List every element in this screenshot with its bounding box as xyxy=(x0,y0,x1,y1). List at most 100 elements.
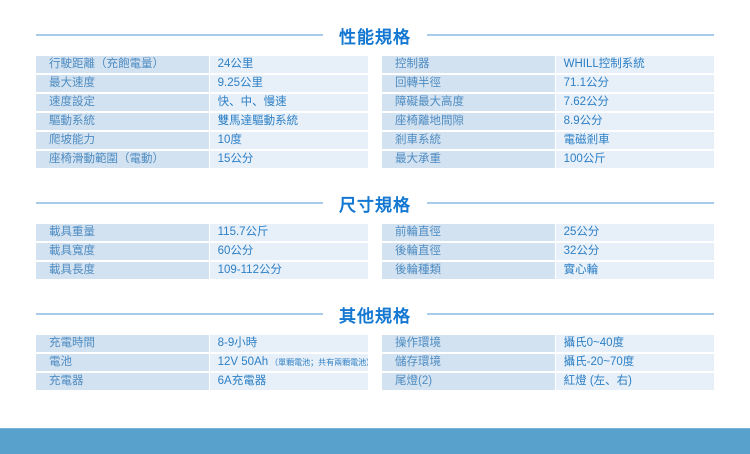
header-line-right xyxy=(427,313,714,315)
spec-label: 儲存環境 xyxy=(382,354,555,371)
spec-value: 25公分 xyxy=(555,224,714,241)
spec-value: 實心輪 xyxy=(555,262,714,279)
spec-value: 8.9公分 xyxy=(555,113,714,130)
sections: 性能規格行駛距離（充飽電量） 24公里最大速度 9.25公里 速度設定 快、中、慢速 驅動… xyxy=(36,24,714,392)
spec-row: 回轉半徑 71.1公分 xyxy=(382,75,714,92)
spec-row: 尾燈(2) 紅燈 (左、右) xyxy=(382,373,714,390)
spec-row: 最大承重 100公斤 xyxy=(382,151,714,168)
spec-value: 12V 50Ah （單顆電池；共有兩顆電池） xyxy=(209,354,368,371)
spec-label: 行駛距離（充飽電量） xyxy=(36,56,209,73)
spec-value-text: 紅燈 (左、右) xyxy=(563,375,632,387)
spec-label: 充電器 xyxy=(36,373,209,390)
spec-value: 雙馬達驅動系統 xyxy=(209,113,368,130)
spec-label: 後輪直徑 xyxy=(382,243,555,260)
spec-label: 驅動系統 xyxy=(36,113,209,130)
spec-value-text: 7.62公分 xyxy=(563,96,610,108)
spec-label: 電池 xyxy=(36,354,209,371)
spec-label: 操作環境 xyxy=(382,335,555,352)
spec-value-text: 12V 50Ah xyxy=(217,356,269,368)
spec-row: 儲存環境 攝氏-20~70度 xyxy=(382,354,714,371)
header-line-right xyxy=(427,202,714,204)
header-line-right xyxy=(427,34,714,36)
spec-row: 電池 12V 50Ah （單顆電池；共有兩顆電池） xyxy=(36,354,368,371)
spec-row: 控制器 WHILL控制系統 xyxy=(382,56,714,73)
spec-row: 充電時間 8-9小時 xyxy=(36,335,368,352)
section-other-table-right: 操作環境 攝氏0~40度 儲存環境 攝氏-20~70度 尾燈(2) 紅燈 (左、右) xyxy=(382,335,714,392)
section-other-table-left: 充電時間 8-9小時 電池 12V 50Ah （單顆電池；共有兩顆電池） 充電器 6A充電器 xyxy=(36,335,368,392)
spec-label: 爬坡能力 xyxy=(36,132,209,149)
spec-value: 10度 xyxy=(209,132,368,149)
spec-value: 24公里 xyxy=(209,56,368,73)
spec-label: 速度設定 xyxy=(36,94,209,111)
spec-value-text: 9.25公里 xyxy=(217,77,264,89)
spec-row: 爬坡能力 10度 xyxy=(36,132,368,149)
spec-value-text: 25公分 xyxy=(563,226,600,238)
section-dimensions: 尺寸規格 載具重量 115.7公斤 載具寬度 60公分 載具長度 109-112公分 前輪直徑… xyxy=(36,192,714,281)
section-performance: 性能規格行駛距離（充飽電量） 24公里最大速度 9.25公里 速度設定 快、中、慢速 驅動… xyxy=(36,24,714,170)
spec-value-text: 電磁剎車 xyxy=(563,134,610,146)
spec-value: 32公分 xyxy=(555,243,714,260)
footer-bar xyxy=(0,428,750,454)
spec-row: 後輪種類 實心輪 xyxy=(382,262,714,279)
spec-row: 障礙最大高度 7.62公分 xyxy=(382,94,714,111)
spec-row: 速度設定 快、中、慢速 xyxy=(36,94,368,111)
section-header-other: 其他規格 xyxy=(36,303,714,326)
spec-value: WHILL控制系統 xyxy=(555,56,714,73)
spec-value-text: 32公分 xyxy=(563,245,600,257)
section-dimensions-table-left: 載具重量 115.7公斤 載具寬度 60公分 載具長度 109-112公分 xyxy=(36,224,368,281)
spec-value-text: 快、中、慢速 xyxy=(217,96,287,108)
spec-label: 載具長度 xyxy=(36,262,209,279)
spec-row: 操作環境 攝氏0~40度 xyxy=(382,335,714,352)
section-performance-table-left: 行駛距離（充飽電量） 24公里最大速度 9.25公里 速度設定 快、中、慢速 驅動系統 雙馬… xyxy=(36,56,368,170)
spec-label: 載具重量 xyxy=(36,224,209,241)
spec-value: 60公分 xyxy=(209,243,368,260)
header-line-left xyxy=(36,34,323,36)
spec-value-text: 100公斤 xyxy=(563,153,606,165)
spec-label: 尾燈(2) xyxy=(382,373,555,390)
spec-value-text: 115.7公斤 xyxy=(217,226,269,238)
spec-label: 控制器 xyxy=(382,56,555,73)
spec-row: 最大速度 9.25公里 xyxy=(36,75,368,92)
spec-label: 充電時間 xyxy=(36,335,209,352)
spec-value-note: （單顆電池；共有兩顆電池） xyxy=(270,358,368,367)
spec-value: 7.62公分 xyxy=(555,94,714,111)
spec-row: 載具寬度 60公分 xyxy=(36,243,368,260)
spec-value-text: WHILL控制系統 xyxy=(563,58,645,70)
spec-value: 攝氏-20~70度 xyxy=(555,354,714,371)
section-title-other: 其他規格 xyxy=(339,306,411,326)
section-tables-dimensions: 載具重量 115.7公斤 載具寬度 60公分 載具長度 109-112公分 前輪直徑 25公分… xyxy=(36,224,714,281)
spec-value: 71.1公分 xyxy=(555,75,714,92)
spec-value-text: 雙馬達驅動系統 xyxy=(217,115,299,127)
spec-value-text: 8-9小時 xyxy=(217,337,258,349)
spec-label: 座椅離地間隙 xyxy=(382,113,555,130)
spec-value-text: 攝氏-20~70度 xyxy=(563,356,635,368)
header-line-left xyxy=(36,202,323,204)
header-line-left xyxy=(36,313,323,315)
spec-row: 座椅離地間隙 8.9公分 xyxy=(382,113,714,130)
spec-value: 15公分 xyxy=(209,151,368,168)
spec-row: 前輪直徑 25公分 xyxy=(382,224,714,241)
section-header-dimensions: 尺寸規格 xyxy=(36,192,714,215)
section-dimensions-table-right: 前輪直徑 25公分 後輪直徑 32公分後輪種類 實心輪 xyxy=(382,224,714,281)
spec-label: 前輪直徑 xyxy=(382,224,555,241)
spec-value-text: 15公分 xyxy=(217,153,254,165)
spec-row: 剎車系統 電磁剎車 xyxy=(382,132,714,149)
spec-row: 充電器 6A充電器 xyxy=(36,373,368,390)
section-performance-table-right: 控制器 WHILL控制系統 回轉半徑 71.1公分 障礙最大高度 7.62公分 座椅離地間隙… xyxy=(382,56,714,170)
spec-value-text: 8.9公分 xyxy=(563,115,603,127)
section-tables-other: 充電時間 8-9小時 電池 12V 50Ah （單顆電池；共有兩顆電池） 充電器 6A充電器… xyxy=(36,335,714,392)
spec-value-text: 60公分 xyxy=(217,245,254,257)
spec-value: 109-112公分 xyxy=(209,262,368,279)
spec-value: 電磁剎車 xyxy=(555,132,714,149)
spec-value-text: 攝氏0~40度 xyxy=(563,337,625,349)
spec-value: 紅燈 (左、右) xyxy=(555,373,714,390)
spec-value-text: 10度 xyxy=(217,134,242,146)
spec-row: 後輪直徑 32公分 xyxy=(382,243,714,260)
spec-label: 回轉半徑 xyxy=(382,75,555,92)
section-title-dimensions: 尺寸規格 xyxy=(339,195,411,215)
section-other: 其他規格 充電時間 8-9小時 電池 12V 50Ah （單顆電池；共有兩顆電池） 充電器 6… xyxy=(36,303,714,392)
spec-label: 最大承重 xyxy=(382,151,555,168)
spec-label: 載具寬度 xyxy=(36,243,209,260)
spec-value-text: 實心輪 xyxy=(563,264,599,276)
section-header-performance: 性能規格 xyxy=(36,24,714,47)
